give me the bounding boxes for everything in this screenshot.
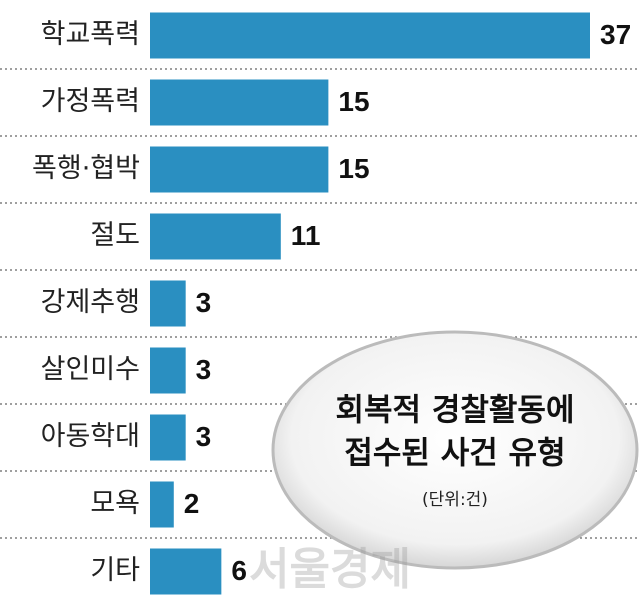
bar (150, 79, 329, 126)
bar (150, 12, 590, 59)
value-label: 3 (196, 421, 212, 452)
watermark: 서울경제 (249, 544, 411, 595)
title-badge (271, 330, 639, 570)
category-label: 학교폭력 (41, 19, 140, 50)
bar (150, 548, 222, 595)
category-label: 모욕 (90, 488, 140, 519)
category-label: 기타 (90, 555, 140, 586)
bar (150, 347, 186, 394)
category-label: 살인미수 (41, 354, 140, 385)
value-label: 3 (196, 287, 212, 318)
value-label: 11 (291, 220, 321, 251)
bar (150, 146, 329, 193)
chart-title: 회복적 경찰활동에 (336, 393, 575, 429)
value-label: 37 (600, 19, 631, 50)
bar (150, 213, 281, 260)
value-label: 2 (184, 488, 200, 519)
category-label: 절도 (90, 220, 140, 251)
bar (150, 414, 186, 461)
category-label: 가정폭력 (41, 86, 140, 117)
category-label: 폭행·협박 (32, 153, 140, 184)
bar (150, 481, 174, 528)
value-label: 6 (231, 555, 247, 586)
value-label: 3 (196, 354, 212, 385)
chart-subtitle: (단위:건) (422, 490, 488, 510)
chart-title: 접수된 사건 유형 (344, 436, 565, 472)
category-label: 아동학대 (41, 421, 140, 452)
value-label: 15 (338, 153, 369, 184)
category-label: 강제추행 (41, 287, 140, 318)
bar (150, 280, 186, 327)
value-label: 15 (338, 86, 369, 117)
